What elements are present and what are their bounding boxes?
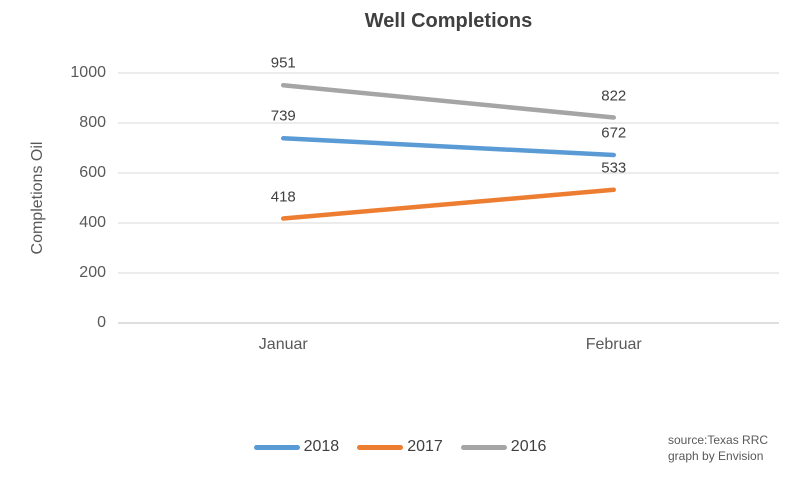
- y-tick-label: 600: [79, 164, 106, 181]
- legend-item-2016: 2016: [460, 438, 547, 456]
- y-tick-label: 400: [79, 214, 106, 231]
- y-tick-label: 0: [97, 314, 106, 331]
- legend-item-2018: 2018: [253, 438, 340, 456]
- data-label-2016-Januar: 951: [270, 54, 296, 72]
- legend-line-swatch-2017: [357, 444, 404, 450]
- data-label-2018-Februar: 672: [601, 124, 627, 142]
- legend: 2018 2017 2016: [0, 438, 800, 456]
- x-tick-label-Januar: Januar: [258, 336, 308, 353]
- source-line-1: source:Texas RRC: [668, 433, 769, 447]
- y-tick-label: 200: [79, 264, 106, 281]
- y-tick-label: 1000: [70, 64, 106, 81]
- chart-title: Well Completions: [364, 10, 533, 32]
- source-note: source:Texas RRC graph by Envision: [668, 432, 768, 464]
- data-label-2017-Januar: 418: [270, 188, 296, 205]
- source-line-2: graph by Envision: [668, 449, 764, 463]
- legend-item-2017: 2017: [357, 438, 443, 456]
- series-line-2018: [281, 136, 616, 158]
- data-label-2017-Februar: 533: [601, 159, 627, 177]
- legend-label-2016: 2016: [510, 438, 547, 455]
- data-label-2016-Februar: 822: [601, 87, 627, 104]
- legend-label-2017: 2017: [407, 438, 443, 455]
- x-tick-label-Februar: Februar: [585, 336, 642, 353]
- y-tick-label: 800: [79, 114, 106, 131]
- legend-line-swatch-2016: [460, 444, 507, 450]
- legend-label-2018: 2018: [303, 438, 340, 455]
- legend-line-swatch-2018: [253, 444, 300, 450]
- data-label-2018-Januar: 739: [270, 107, 296, 125]
- series-line-2017: [281, 187, 616, 221]
- series-line-2016: [281, 83, 616, 120]
